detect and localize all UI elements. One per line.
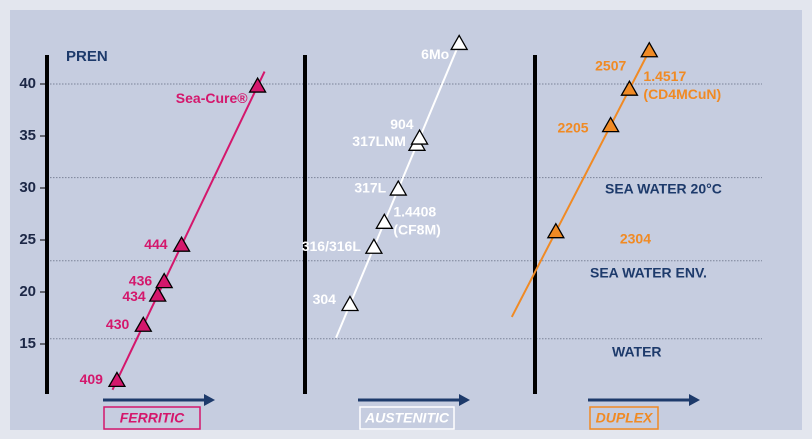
marker: [546, 222, 565, 239]
point-label-line: (CF8M): [393, 221, 440, 237]
point-label-line: 1.4517: [643, 68, 686, 84]
point-label-line: 1.4408: [393, 203, 436, 219]
point-label: 409: [80, 371, 104, 387]
point-label: 1.4408 (CF8M): [393, 203, 440, 237]
point-label: 2205: [557, 119, 588, 135]
marker: [148, 285, 167, 302]
marker: [340, 295, 360, 312]
y-tick-label: 40: [19, 75, 36, 92]
legend-label: DUPLEX: [596, 410, 654, 426]
group-box: [103, 406, 201, 430]
reference-label: SEA WATER ENV.: [590, 265, 707, 281]
point-label: 2507: [595, 57, 626, 73]
y-tick-label: 25: [19, 231, 36, 248]
point-label: 444: [144, 236, 168, 252]
y-tick-label: 15: [19, 335, 36, 352]
arrow-head: [689, 394, 700, 406]
point-label: 430: [106, 316, 130, 332]
marker: [375, 213, 394, 229]
y-tick-label: 20: [19, 283, 36, 300]
reference-label: SEA WATER 20°C: [605, 180, 722, 196]
marker: [248, 76, 267, 93]
point-label: 6Mo: [421, 46, 449, 62]
legend-label: AUSTENITIC: [364, 410, 450, 426]
marker: [450, 34, 469, 51]
point-label: 436: [129, 272, 153, 288]
trend-line: [111, 71, 266, 391]
point-label: Sea-Cure®: [176, 90, 248, 106]
marker: [172, 235, 191, 252]
point-label: 317L: [354, 180, 386, 196]
marker: [389, 179, 408, 196]
marker: [601, 116, 620, 133]
marker: [620, 79, 639, 96]
y-axis-label: PREN: [66, 48, 108, 65]
y-tick-label: 30: [19, 179, 36, 196]
group-box: [359, 406, 455, 430]
marker: [640, 41, 659, 58]
y-tick-label: 35: [19, 127, 36, 144]
point-label: 1.4517 (CD4MCuN): [643, 68, 721, 102]
marker: [155, 272, 174, 289]
reference-label: WATER: [612, 344, 662, 360]
legend-label: FERRITIC: [120, 410, 185, 426]
point-label-line: (CD4MCuN): [643, 86, 721, 102]
point-label: 2304: [620, 230, 651, 246]
point-label: 317LNM: [352, 133, 406, 149]
marker: [410, 128, 429, 145]
marker: [134, 315, 153, 332]
point-label: 904: [390, 116, 414, 132]
arrow-head: [204, 394, 215, 406]
point-label: 316/316L: [302, 238, 362, 254]
marker: [364, 237, 384, 254]
arrow-head: [459, 394, 470, 406]
marker: [107, 371, 127, 388]
point-label: 304: [313, 291, 337, 307]
point-label: 434: [122, 288, 146, 304]
group-box: [589, 406, 659, 430]
background: [10, 10, 802, 430]
